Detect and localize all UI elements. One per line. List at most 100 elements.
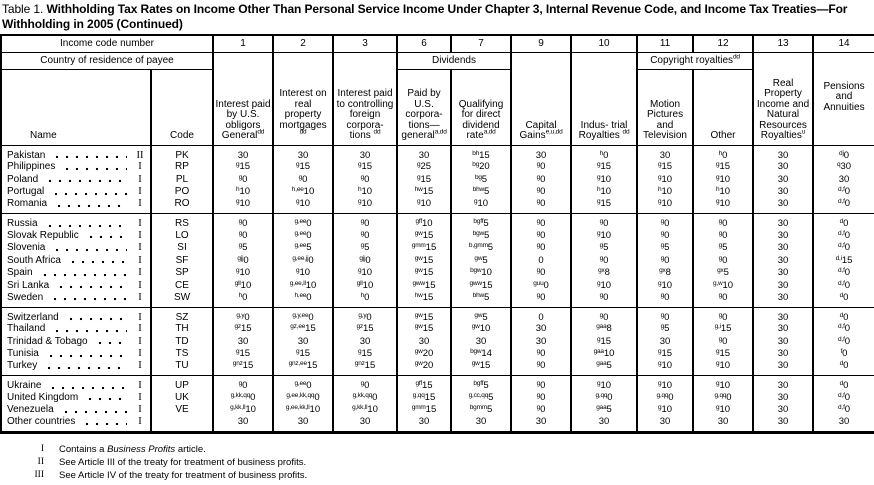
rate-cell: 30 [212,145,275,161]
rate-cell: 30 [752,160,815,173]
rate-cell: gw20 [396,360,453,376]
col-number-1: 1 [212,34,275,53]
country-name-cell: Slovak Republic I [0,229,152,242]
rate-cell: gw15 [396,254,453,267]
country-code: UP [149,375,215,391]
country-name: Slovenia [7,242,46,254]
country-row: Venezuela I VE g,kk,ll10 g,ee,kk,ll10 g,kk,ll… [0,403,874,416]
rate-cell: 30 [396,416,453,433]
footnote-text: See Article IV of the treaty for treatme… [59,470,308,481]
col-number-9: 9 [510,34,573,53]
country-name-cell: Portugal I [0,185,152,198]
rate-cell: g5 [636,241,695,254]
rate-cell: 30 [752,173,815,186]
country-name-cell: South Africa I [0,254,152,267]
country-name: Ukraine [7,380,42,391]
rate-cell: g15 [570,335,639,348]
rate-cell: 30 [812,173,874,186]
country-group-2: Russia I RS g0 g,ee0 g0 gff10 bgff5 g0 g0 g0 g0 30 d0… [0,213,874,307]
rate-cell: g10 [636,173,695,186]
rate-cell: g5 [212,241,275,254]
rate-cell: g0 [636,291,695,307]
col-number-7: 7 [450,34,513,53]
country-name-cell: Turkey I [0,360,152,376]
rate-cell: g0 [510,391,573,404]
rate-cell: gw20 [396,347,453,360]
rate-cell: gnz15 [332,360,399,376]
rate-cell: gw15 [396,322,453,335]
footnote-mark: II [37,457,44,467]
table-title: Table 1. Withholding Tax Rates on Income… [0,0,874,33]
rate-cell: g0 [636,306,695,323]
country-name-cell: Sri Lanka I [0,279,152,292]
footnote-text: See Article III of the treaty for treatm… [59,457,307,468]
treaty-footnote-mark: I [138,173,142,185]
rate-cell: g,i15 [692,322,755,335]
rate-cell: g10 [212,266,275,279]
rate-cell: g15 [396,173,453,186]
country-row: United Kingdom I UK g,kk,qq0 g,ee,kk,qq0 g,kk… [0,391,874,404]
country-name: Sri Lanka [7,279,50,291]
rate-cell: d,f0 [812,391,874,404]
country-name: Poland [7,173,39,185]
rate-cell: gff10 [396,213,453,229]
country-code: SF [149,254,215,267]
country-name-cell: Other countries I [0,416,152,433]
rate-cell: d,f0 [812,335,874,348]
rate-cell: dj0 [812,145,874,161]
rate-cell: gww15 [450,279,513,292]
rate-cell: g0 [332,173,399,186]
footnote-mark: III [34,470,45,480]
rate-cell: 30 [396,145,453,161]
rate-cell: bgw14 [450,347,513,360]
rate-cell: gz15 [332,322,399,335]
treaty-footnote-mark: I [138,279,142,291]
col-number-13: 13 [752,34,815,53]
rate-cell: gx5 [692,266,755,279]
rate-cell: g0 [570,306,639,323]
rate-cell: g0 [272,173,335,186]
rate-cell: d,i15 [812,254,874,267]
rate-cell: g10 [692,360,755,376]
country-row: Switzerland I SZ g,y0 g,y,ee0 g,y0 gw15 gw5 0 g0 g… [0,306,874,323]
country-name: Romania [7,198,48,209]
treaty-footnote-mark: I [138,360,142,371]
rate-cell: 30 [752,266,815,279]
country-name-cell: Venezuela I [0,403,152,416]
rate-cell: gx8 [636,266,695,279]
country-code [149,416,215,433]
treaty-footnote-mark: I [138,161,142,173]
treaty-footnote-mark: I [138,391,142,403]
dot-leader [44,223,127,228]
rate-cell: 30 [272,416,335,433]
rate-cell: g15 [692,160,755,173]
country-name-cell: United Kingdom I [0,391,152,404]
copyright-royalties-group-header: Copyright royaltiesdd [636,51,755,70]
treaty-footnote-mark: I [138,242,142,254]
rate-cell: g,ee,kk,qq0 [272,391,335,404]
income-code-row: Income code number 1 2 3 6 7 9 10 11 12 … [0,34,874,53]
country-code: CE [149,279,215,292]
rate-cell: gll10 [212,279,275,292]
dot-leader [82,421,127,426]
rate-cell: g10 [570,229,639,242]
rate-cell: 30 [752,145,815,161]
rate-cell: g,ee,ll10 [272,279,335,292]
treaty-footnote-mark: I [138,380,142,391]
country-code: RO [149,198,215,214]
rate-cell: gw15 [396,266,453,279]
rate-cell: d0 [812,306,874,323]
country-name: Turkey [7,360,38,371]
rate-cell: gw5 [450,306,513,323]
rate-cell: d,f0 [812,266,874,279]
treaty-footnote-mark: I [138,323,142,335]
rate-cell: 30 [752,403,815,416]
rate-cell: g10 [692,198,755,214]
rate-cell: g,ee5 [272,241,335,254]
col-number-14: 14 [812,34,874,53]
col-header-real-property-income: Real Property Income and Natural Resourc… [752,51,815,146]
country-code: SP [149,266,215,279]
rate-cell: guu0 [510,279,573,292]
country-code: VE [149,403,215,416]
country-name: Sweden [7,291,44,303]
